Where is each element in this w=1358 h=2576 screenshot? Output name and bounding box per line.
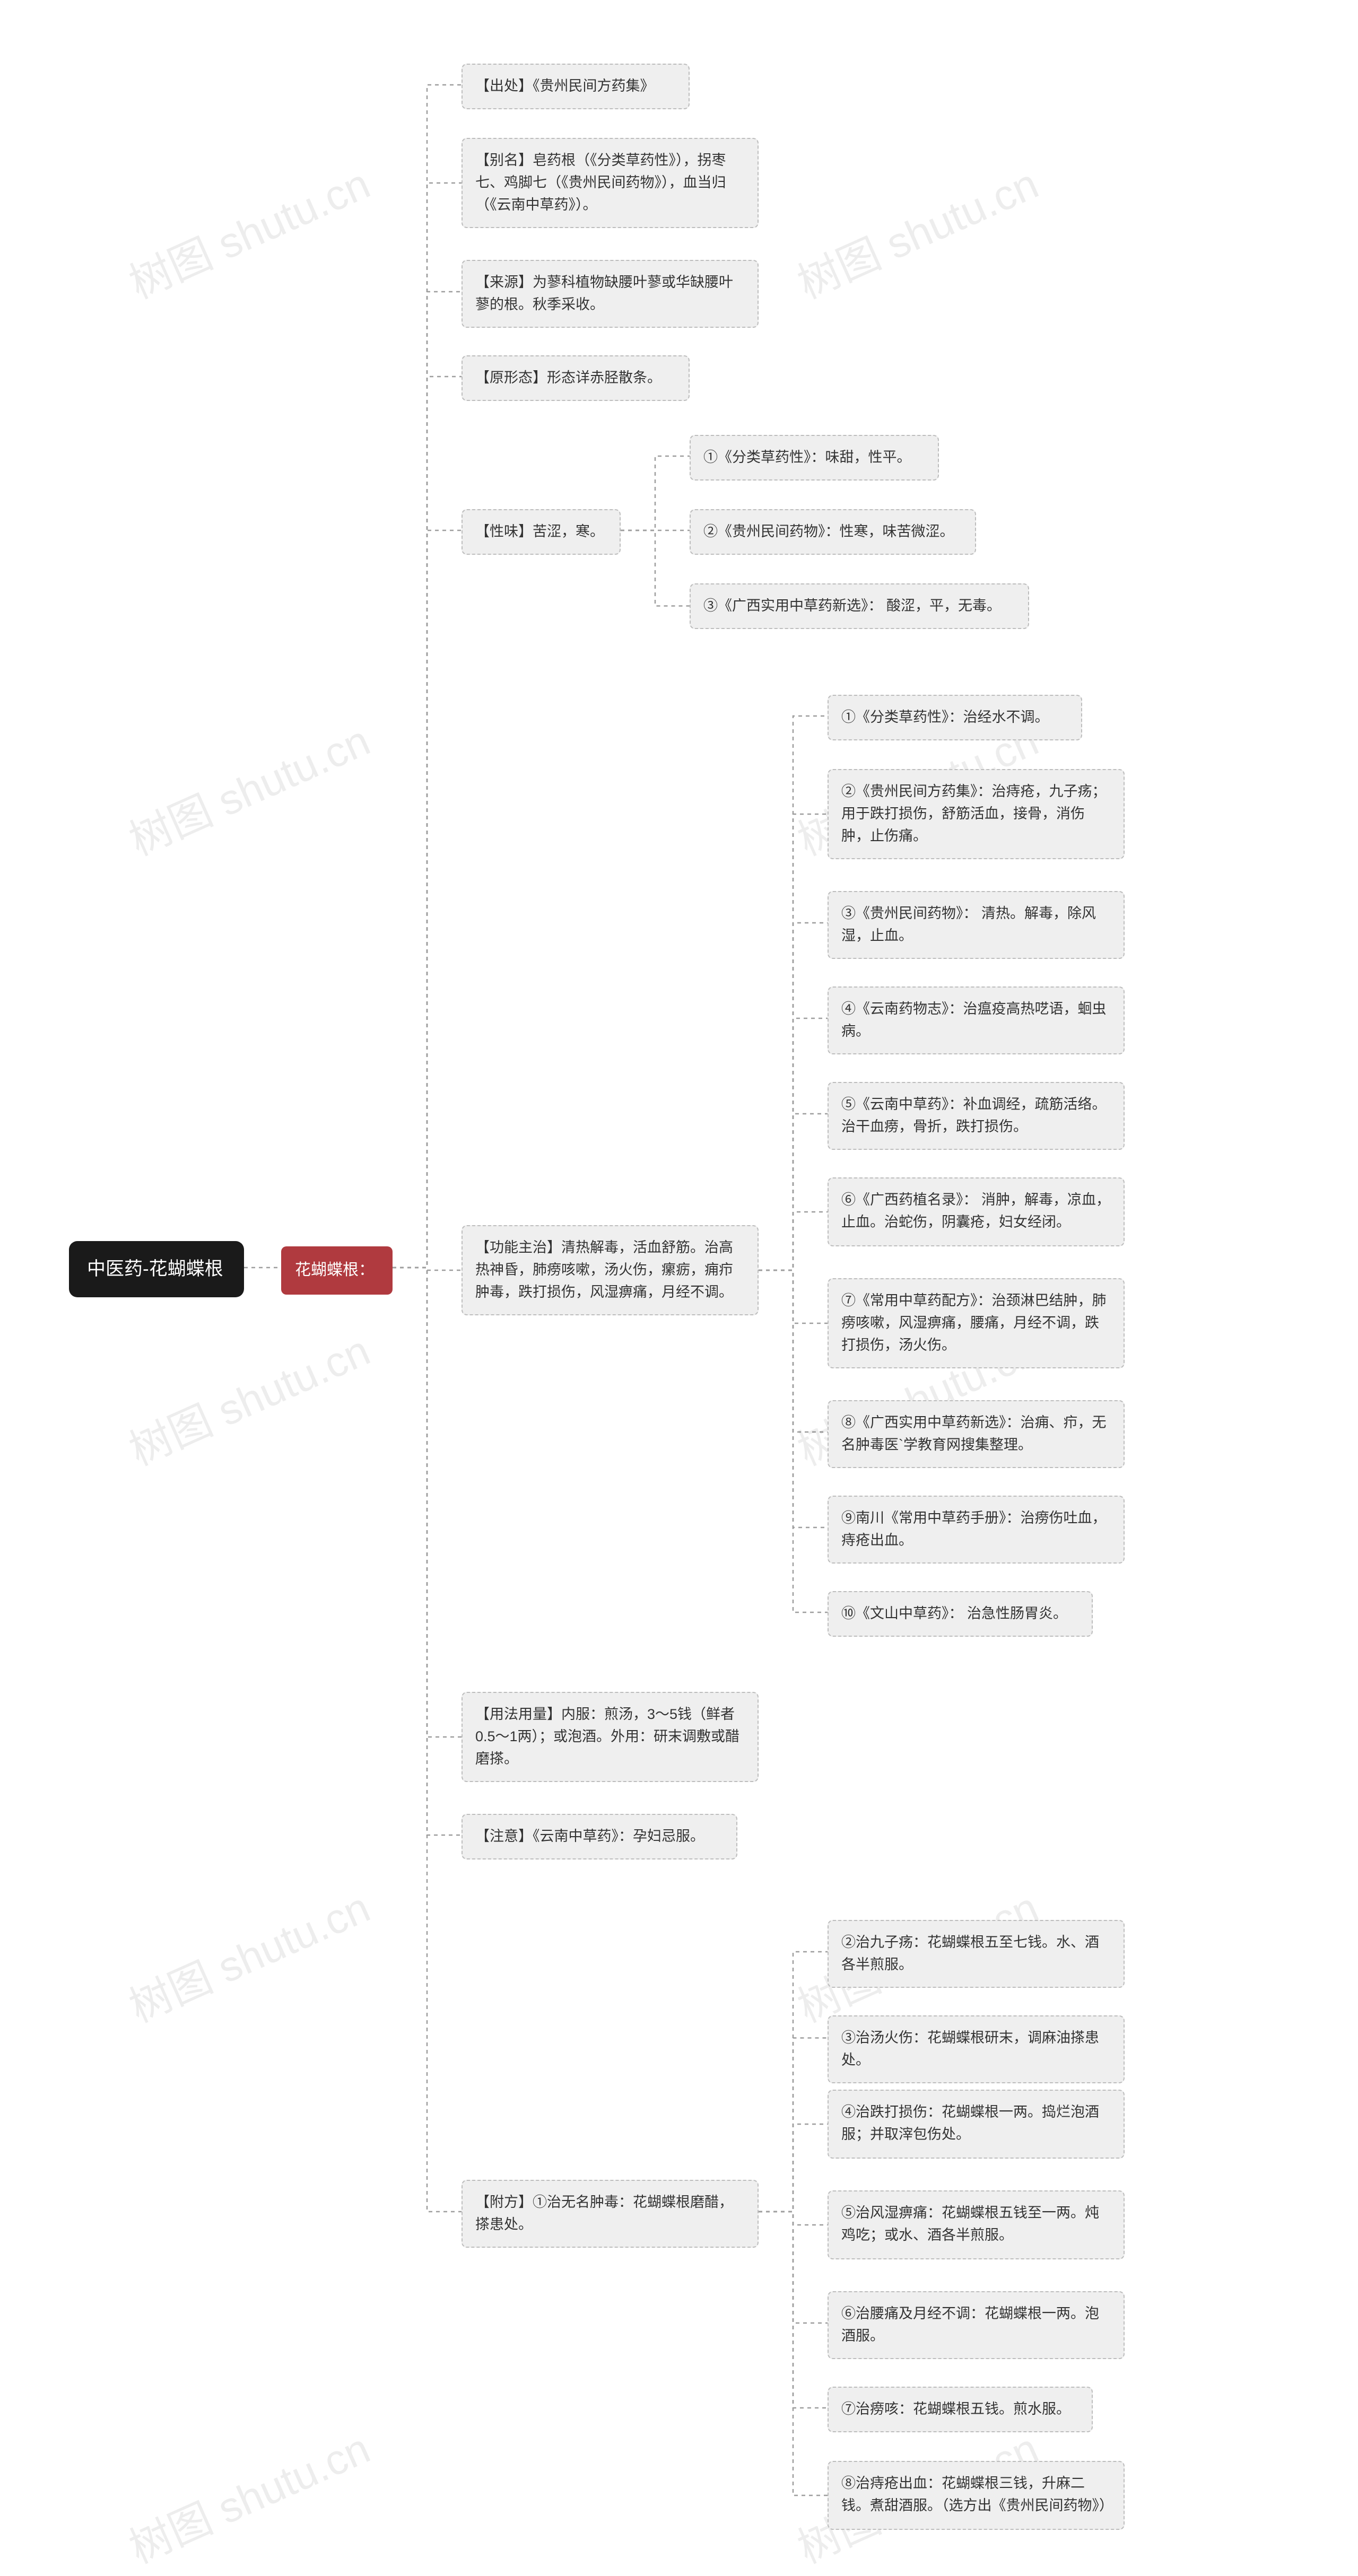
leaf-node[interactable]: 【别名】皂药根（《分类草药性》），拐枣七、鸡脚七（《贵州民间药物》），血当归（《… bbox=[462, 138, 759, 228]
leaf-node[interactable]: ①《分类草药性》：味甜，性平。 bbox=[690, 435, 939, 481]
leaf-node[interactable]: 【用法用量】内服：煎汤，3～5钱（鲜者0.5～1两）；或泡酒。外用：研末调敷或醋… bbox=[462, 1692, 759, 1782]
connector bbox=[759, 716, 828, 1270]
leaf-node[interactable]: ④《云南药物志》：治瘟疫高热呓语，蛔虫病。 bbox=[828, 986, 1125, 1054]
watermark: 树图 shutu.cn bbox=[118, 1874, 378, 2034]
leaf-node[interactable]: ④治跌打损伤：花蝴蝶根一两。捣烂泡酒服；并取滓包伤处。 bbox=[828, 2090, 1125, 2159]
leaf-node[interactable]: ⑥治腰痛及月经不调：花蝴蝶根一两。泡酒服。 bbox=[828, 2291, 1125, 2359]
mindmap-canvas: 树图 shutu.cn 树图 shutu.cn 树图 shutu.cn 树图 shut… bbox=[0, 0, 1358, 2576]
connector bbox=[759, 1270, 828, 1432]
root-node[interactable]: 中医药-花蝴蝶根 bbox=[69, 1241, 244, 1297]
connector bbox=[393, 292, 462, 1268]
connector bbox=[759, 2038, 828, 2212]
connector bbox=[393, 183, 462, 1268]
watermark: 树图 shutu.cn bbox=[118, 2415, 378, 2575]
leaf-node[interactable]: ②《贵州民间药物》：性寒，味苦微涩。 bbox=[690, 509, 976, 555]
leaf-node[interactable]: ⑦《常用中草药配方》：治颈淋巴结肿，肺痨咳嗽，风湿痹痛，腰痛，月经不调，跌打损伤… bbox=[828, 1278, 1125, 1368]
connector bbox=[759, 2212, 828, 2323]
connector bbox=[393, 1268, 462, 2212]
connector bbox=[759, 1018, 828, 1270]
leaf-node[interactable]: 【出处】《贵州民间方药集》 bbox=[462, 64, 690, 109]
connector bbox=[759, 2212, 828, 2408]
connector bbox=[759, 1270, 828, 1323]
connector bbox=[621, 456, 690, 530]
connector bbox=[759, 1270, 828, 1612]
connector bbox=[393, 1268, 462, 1270]
connector bbox=[759, 2212, 828, 2225]
connector bbox=[393, 377, 462, 1268]
leaf-node[interactable]: ②《贵州民间方药集》：治痔疮，九子疡；用于跌打损伤，舒筋活血，接骨，消伤肿，止伤… bbox=[828, 769, 1125, 859]
leaf-node[interactable]: 【来源】为蓼科植物缺腰叶蓼或华缺腰叶蓼的根。秋季采收。 bbox=[462, 260, 759, 328]
connector bbox=[393, 1268, 462, 1737]
leaf-node[interactable]: ②治九子疡：花蝴蝶根五至七钱。水、酒各半煎服。 bbox=[828, 1920, 1125, 1988]
leaf-node[interactable]: ⑦治痨咳：花蝴蝶根五钱。煎水服。 bbox=[828, 2387, 1093, 2432]
connector bbox=[393, 85, 462, 1268]
leaf-node[interactable]: ⑤《云南中草药》：补血调经，疏筋活络。治干血痨，骨折，跌打损伤。 bbox=[828, 1082, 1125, 1150]
leaf-node[interactable]: ⑩《文山中草药》： 治急性肠胃炎。 bbox=[828, 1591, 1093, 1637]
leaf-node[interactable]: ①《分类草药性》：治经水不调。 bbox=[828, 695, 1082, 740]
leaf-node[interactable]: ⑧治痔疮出血：花蝴蝶根三钱，升麻二钱。煮甜酒服。（选方出《贵州民间药物》） bbox=[828, 2461, 1125, 2530]
leaf-node[interactable]: ③治汤火伤：花蝴蝶根研末，调麻油搽患处。 bbox=[828, 2015, 1125, 2083]
watermark: 树图 shutu.cn bbox=[118, 1317, 378, 1478]
leaf-node[interactable]: 【功能主治】清热解毒，活血舒筋。治高热神昏，肺痨咳嗽，汤火伤，瘰疬，痈疖肿毒，跌… bbox=[462, 1225, 759, 1315]
connector bbox=[759, 1270, 828, 1527]
connector bbox=[759, 1952, 828, 2212]
watermark: 树图 shutu.cn bbox=[118, 707, 378, 868]
leaf-node[interactable]: 【性味】苦涩，寒。 bbox=[462, 509, 621, 555]
leaf-node[interactable]: 【附方】①治无名肿毒：花蝴蝶根磨醋，搽患处。 bbox=[462, 2180, 759, 2248]
leaf-node[interactable]: ⑧《广西实用中草药新选》：治痈、疖，无名肿毒医`学教育网搜集整理。 bbox=[828, 1400, 1125, 1468]
leaf-node[interactable]: ⑥《广西药植名录》： 消肿，解毒，凉血，止血。治蛇伤，阴囊疮，妇女经闭。 bbox=[828, 1177, 1125, 1246]
leaf-node[interactable]: ⑤治风湿痹痛：花蝴蝶根五钱至一两。炖鸡吃；或水、酒各半煎服。 bbox=[828, 2190, 1125, 2259]
connector bbox=[621, 530, 690, 606]
leaf-node[interactable]: 【原形态】形态详赤胫散条。 bbox=[462, 355, 690, 401]
connector bbox=[759, 1114, 828, 1270]
connector bbox=[759, 2212, 828, 2495]
watermark: 树图 shutu.cn bbox=[118, 150, 378, 311]
sub-node[interactable]: 花蝴蝶根： bbox=[281, 1246, 393, 1295]
connector bbox=[759, 2124, 828, 2212]
connector bbox=[759, 814, 828, 1270]
leaf-node[interactable]: ⑨南川《常用中草药手册》：治痨伤吐血，痔疮出血。 bbox=[828, 1496, 1125, 1564]
watermark: 树图 shutu.cn bbox=[787, 150, 1047, 311]
connector bbox=[759, 923, 828, 1270]
connector bbox=[393, 1268, 462, 1835]
leaf-node[interactable]: 【注意】《云南中草药》：孕妇忌服。 bbox=[462, 1814, 737, 1859]
connector bbox=[393, 530, 462, 1268]
leaf-node[interactable]: ③《贵州民间药物》： 清热。解毒，除风湿，止血。 bbox=[828, 891, 1125, 959]
leaf-node[interactable]: ③《广西实用中草药新选》： 酸涩，平，无毒。 bbox=[690, 583, 1029, 629]
connector bbox=[759, 1212, 828, 1270]
